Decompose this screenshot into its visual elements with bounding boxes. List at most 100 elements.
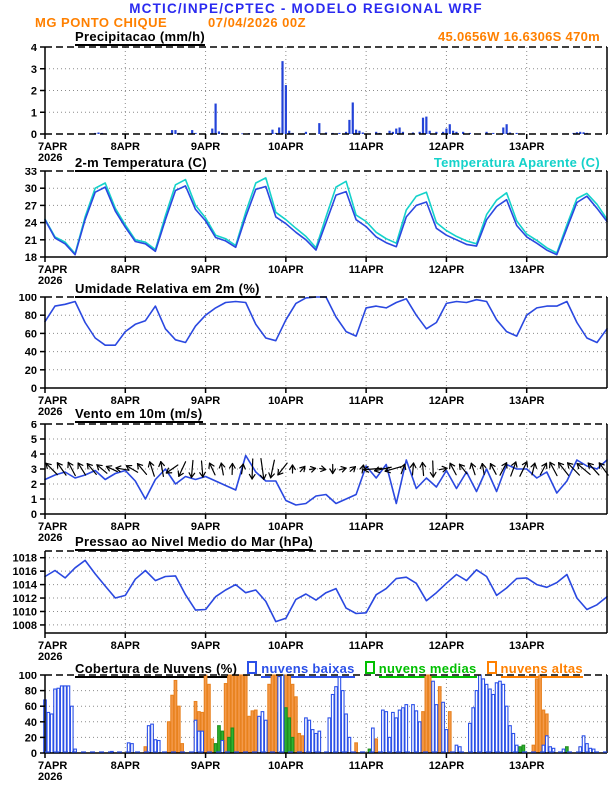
svg-text:11APR: 11APR	[349, 264, 384, 276]
low-clouds-swatch-icon	[247, 661, 258, 674]
svg-text:8APR: 8APR	[111, 640, 140, 652]
svg-text:60: 60	[25, 328, 37, 340]
svg-text:3: 3	[31, 464, 37, 476]
svg-text:11APR: 11APR	[349, 141, 384, 153]
wind-chart: 0 1 2 3 4 5 6 7APR 8APR 9APR 10APR 11APR 12APR 13APR 2…	[31, 421, 609, 544]
svg-text:7APR: 7APR	[38, 760, 67, 772]
svg-text:9APR: 9APR	[191, 395, 220, 407]
svg-text:27: 27	[25, 200, 37, 212]
precip-panel-title: Precipitacao (mm/h)	[75, 29, 205, 46]
svg-text:13APR: 13APR	[509, 395, 545, 407]
station-name: MG PONTO CHIQUE	[35, 15, 168, 30]
svg-text:12APR: 12APR	[429, 395, 465, 407]
high-clouds-swatch-icon	[486, 661, 497, 674]
precip-title-row: Precipitacao (mm/h) 45.0656W 16.6306S 47…	[0, 29, 612, 46]
svg-text:40: 40	[25, 347, 37, 359]
svg-text:2026: 2026	[38, 532, 62, 544]
svg-text:7APR: 7APR	[38, 521, 67, 533]
svg-text:2: 2	[31, 86, 37, 98]
svg-text:7APR: 7APR	[38, 395, 67, 407]
svg-text:12APR: 12APR	[429, 264, 465, 276]
temp-title-row: 2-m Temperatura (C) Temperatura Aparente…	[0, 155, 612, 172]
humidity-chart: 0 20 40 60 80 100 7APR 8APR 9APR 10APR 11APR 12APR 1…	[19, 294, 608, 418]
svg-text:2: 2	[31, 479, 37, 491]
svg-text:6: 6	[31, 421, 37, 431]
precip-chart: 0 1 2 3 4 7APR 8APR 9APR 10APR 11APR 12APR 13APR 202…	[31, 44, 608, 164]
svg-text:9APR: 9APR	[191, 141, 220, 153]
svg-text:10APR: 10APR	[268, 640, 304, 652]
svg-text:13APR: 13APR	[509, 264, 545, 276]
wind-title-row: Vento em 10m (m/s)	[0, 406, 612, 423]
svg-text:20: 20	[25, 365, 37, 377]
svg-text:60: 60	[25, 701, 37, 713]
svg-text:11APR: 11APR	[349, 640, 384, 652]
svg-text:0: 0	[31, 129, 37, 141]
pressure-title-row: Pressao ao Nivel Medio do Mar (hPa)	[0, 534, 612, 551]
svg-text:9APR: 9APR	[191, 640, 220, 652]
svg-text:24: 24	[25, 218, 38, 230]
svg-text:0: 0	[31, 383, 37, 395]
svg-text:30: 30	[25, 183, 37, 195]
svg-text:7APR: 7APR	[38, 141, 67, 153]
svg-text:1014: 1014	[13, 580, 38, 592]
svg-text:2026: 2026	[38, 771, 62, 783]
svg-text:9APR: 9APR	[191, 760, 220, 772]
svg-text:2026: 2026	[38, 651, 62, 663]
svg-text:7APR: 7APR	[38, 640, 67, 652]
svg-text:40: 40	[25, 717, 37, 729]
svg-text:11APR: 11APR	[349, 521, 384, 533]
svg-text:18: 18	[25, 252, 37, 264]
svg-text:5: 5	[31, 434, 37, 446]
apparent-temp-legend: Temperatura Aparente (C)	[433, 155, 600, 170]
page-title: MCTIC/INPE/CPTEC - MODELO REGIONAL WRF	[129, 1, 483, 16]
svg-text:0: 0	[31, 509, 37, 521]
svg-text:80: 80	[25, 686, 37, 698]
svg-text:13APR: 13APR	[509, 640, 545, 652]
mid-clouds-swatch-icon	[364, 661, 375, 674]
svg-text:20: 20	[25, 732, 37, 744]
svg-text:100: 100	[19, 294, 37, 304]
svg-text:10APR: 10APR	[268, 521, 304, 533]
svg-text:8APR: 8APR	[111, 141, 140, 153]
svg-text:4: 4	[31, 449, 38, 461]
svg-text:12APR: 12APR	[429, 141, 465, 153]
svg-text:10APR: 10APR	[268, 264, 304, 276]
svg-text:10APR: 10APR	[268, 760, 304, 772]
svg-text:10APR: 10APR	[268, 395, 304, 407]
svg-text:4: 4	[31, 44, 38, 54]
svg-text:1: 1	[31, 107, 37, 119]
wind-panel-title: Vento em 10m (m/s)	[75, 406, 203, 423]
svg-text:1: 1	[31, 494, 37, 506]
legend-low-clouds: nuvens baixas	[237, 660, 355, 678]
svg-text:33: 33	[25, 168, 37, 178]
svg-text:12APR: 12APR	[429, 521, 465, 533]
svg-text:1018: 1018	[13, 553, 37, 565]
svg-text:13APR: 13APR	[509, 141, 545, 153]
svg-text:2026: 2026	[38, 275, 62, 287]
svg-text:2026: 2026	[38, 152, 62, 164]
location-coordinates: 45.0656W 16.6306S 470m	[438, 29, 600, 44]
cloud-panel-title: Cobertura de Nuvens (%)	[75, 661, 238, 678]
svg-text:100: 100	[19, 672, 37, 682]
svg-text:9APR: 9APR	[191, 264, 220, 276]
svg-text:0: 0	[31, 748, 37, 760]
svg-text:3: 3	[31, 64, 37, 76]
svg-text:12APR: 12APR	[429, 760, 465, 772]
svg-text:1008: 1008	[13, 620, 37, 632]
svg-text:7APR: 7APR	[38, 264, 67, 276]
model-run-datetime: 07/04/2026 00Z	[208, 15, 307, 30]
temp-panel-title: 2-m Temperatura (C)	[75, 155, 207, 172]
cloud-chart: 0 20 40 60 80 100 7APR 8APR 9APR 10APR 11APR 12APR 1…	[19, 672, 608, 783]
svg-text:1010: 1010	[13, 606, 37, 618]
svg-text:8APR: 8APR	[111, 760, 140, 772]
svg-text:8APR: 8APR	[111, 395, 140, 407]
svg-text:10APR: 10APR	[268, 141, 304, 153]
svg-text:13APR: 13APR	[509, 760, 545, 772]
svg-text:8APR: 8APR	[111, 264, 140, 276]
svg-text:11APR: 11APR	[349, 760, 384, 772]
cloud-title-row: Cobertura de Nuvens (%) nuvens baixas nu…	[0, 660, 612, 678]
temp-chart: 18 21 24 27 30 33 7APR 8APR 9APR 10APR 11APR 12APR 1…	[25, 168, 608, 287]
svg-text:9APR: 9APR	[191, 521, 220, 533]
